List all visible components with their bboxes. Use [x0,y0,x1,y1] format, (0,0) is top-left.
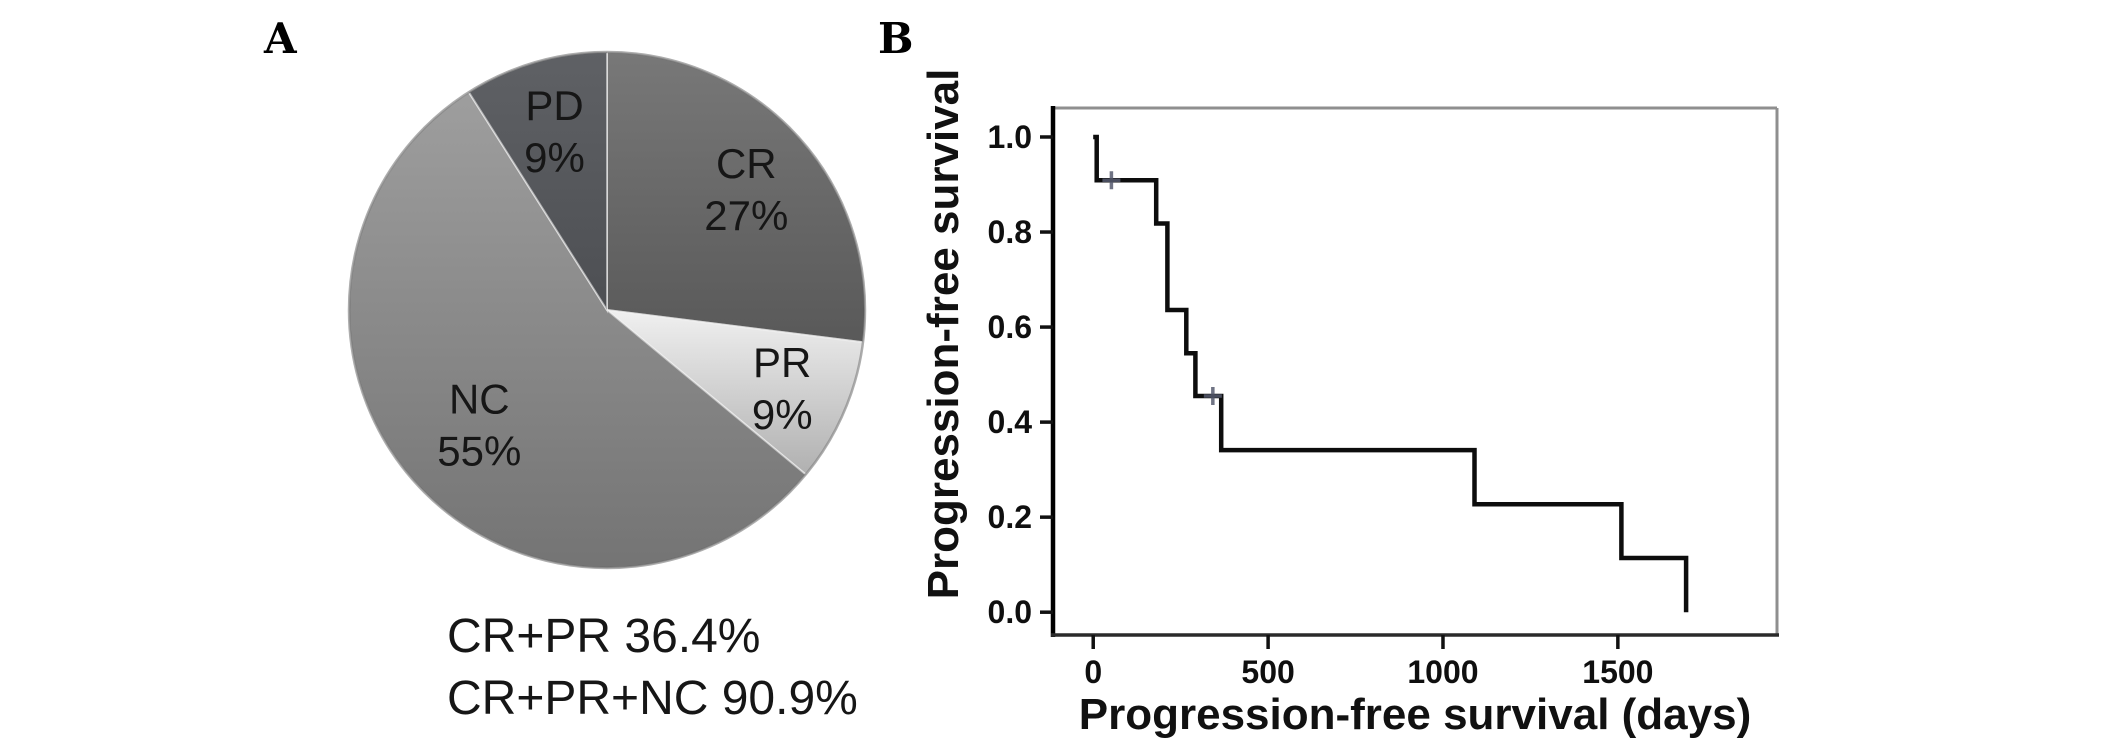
pie-slice-pd [467,50,608,314]
pie-label-nc: NC [449,376,510,423]
x-tick-label: 500 [1241,654,1294,690]
panel-a-label: A [264,14,297,63]
pie-label-cr-pct: 27% [704,192,788,239]
y-tick-label: 0.2 [988,499,1032,535]
pie-slice-cr [606,50,866,344]
pie-summary-cr-pr: CR+PR 36.4% [447,610,761,663]
y-tick-label: 0.4 [988,404,1033,440]
x-tick-label: 1000 [1407,654,1478,690]
x-tick-label: 0 [1084,654,1102,690]
pie-label-pr: PR [753,339,811,386]
pie-summary-cr-pr-nc: CR+PR+NC 90.9% [447,672,858,725]
km-plot: 0.0 0.2 0.4 0.6 0.8 1.0 0 500 1000 1500 [988,106,1779,690]
y-tick-label: 0.8 [988,214,1032,250]
panel-b-label: B [878,14,914,63]
y-tick-label: 0.6 [988,309,1032,345]
y-tick-label: 0.0 [988,594,1032,630]
km-x-axis-title: Progression-free survival (days) [1078,690,1752,739]
pie-slice-pr [603,308,865,476]
y-tick-label: 1.0 [988,119,1032,155]
pie-chart: CR 27% PR 9% NC 55% PD 9% [347,50,867,570]
pie-label-pr-pct: 9% [752,391,813,438]
pie-outline [347,50,867,570]
pie-label-pd: PD [525,82,583,129]
survival-step-curve [1093,134,1689,613]
pie-label-cr: CR [716,140,777,187]
censor-mark [1203,386,1222,405]
x-tick-label: 1500 [1582,654,1653,690]
pie-slice-nc [348,90,808,570]
pie-label-pd-pct: 9% [524,134,585,181]
censor-mark [1102,171,1121,190]
pie-label-nc-pct: 55% [437,428,521,475]
